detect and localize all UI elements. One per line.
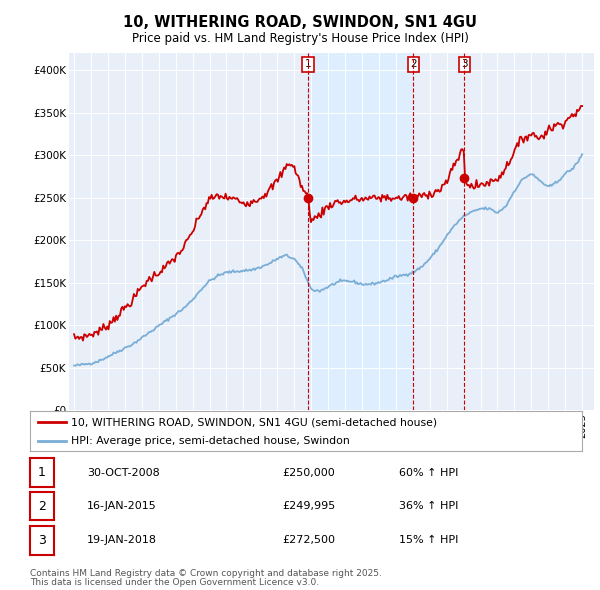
Text: Price paid vs. HM Land Registry's House Price Index (HPI): Price paid vs. HM Land Registry's House … (131, 32, 469, 45)
Text: 2: 2 (38, 500, 46, 513)
Bar (308, 53, 413, 410)
Text: 19-JAN-2018: 19-JAN-2018 (87, 536, 157, 545)
Text: 16-JAN-2015: 16-JAN-2015 (87, 502, 157, 511)
Text: 30-OCT-2008: 30-OCT-2008 (87, 468, 160, 477)
Text: Contains HM Land Registry data © Crown copyright and database right 2025.: Contains HM Land Registry data © Crown c… (30, 569, 382, 578)
Text: 10, WITHERING ROAD, SWINDON, SN1 4GU (semi-detached house): 10, WITHERING ROAD, SWINDON, SN1 4GU (se… (71, 417, 437, 427)
Text: 60% ↑ HPI: 60% ↑ HPI (399, 468, 458, 477)
Text: 1: 1 (305, 59, 311, 69)
Text: 15% ↑ HPI: 15% ↑ HPI (399, 536, 458, 545)
Text: £249,995: £249,995 (282, 502, 335, 511)
Text: 2: 2 (410, 59, 417, 69)
Text: 1: 1 (38, 466, 46, 479)
Text: 3: 3 (461, 59, 468, 69)
Text: 3: 3 (38, 534, 46, 547)
Text: This data is licensed under the Open Government Licence v3.0.: This data is licensed under the Open Gov… (30, 578, 319, 588)
Text: 36% ↑ HPI: 36% ↑ HPI (399, 502, 458, 511)
Text: 10, WITHERING ROAD, SWINDON, SN1 4GU: 10, WITHERING ROAD, SWINDON, SN1 4GU (123, 15, 477, 30)
Text: HPI: Average price, semi-detached house, Swindon: HPI: Average price, semi-detached house,… (71, 435, 350, 445)
Text: £272,500: £272,500 (282, 536, 335, 545)
Text: £250,000: £250,000 (282, 468, 335, 477)
